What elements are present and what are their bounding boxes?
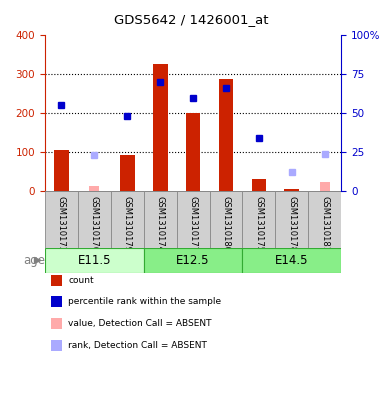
Text: GDS5642 / 1426001_at: GDS5642 / 1426001_at [114,13,268,26]
Bar [111,191,144,248]
Bar [308,191,341,248]
Bar [177,191,209,248]
Text: value, Detection Call = ABSENT: value, Detection Call = ABSENT [68,319,212,328]
Bar [275,191,308,248]
Bar [218,79,233,191]
Bar [209,191,243,248]
Text: GSM1310176: GSM1310176 [90,196,99,252]
Text: count: count [68,276,94,285]
Bar [78,191,111,248]
Bar [45,191,78,248]
Bar [319,182,330,191]
Bar [45,248,144,273]
Text: age: age [23,254,45,267]
Text: rank, Detection Call = ABSENT: rank, Detection Call = ABSENT [68,341,207,349]
Bar [144,191,177,248]
Text: GSM1310180: GSM1310180 [222,196,230,252]
Text: GSM1310177: GSM1310177 [188,196,198,252]
Text: E11.5: E11.5 [78,254,111,267]
Bar [120,155,135,191]
Bar [89,186,99,191]
Bar [186,113,200,191]
Text: GSM1310178: GSM1310178 [287,196,296,252]
Bar [252,178,266,191]
Bar [284,189,299,191]
Text: E12.5: E12.5 [176,254,210,267]
Bar [144,248,243,273]
Bar [243,191,275,248]
Text: GSM1310181: GSM1310181 [320,196,329,252]
Bar [54,150,69,191]
Text: GSM1310175: GSM1310175 [254,196,263,252]
Text: E14.5: E14.5 [275,254,308,267]
Bar [153,64,168,191]
Text: GSM1310179: GSM1310179 [123,196,132,252]
Bar [243,248,341,273]
Text: GSM1310174: GSM1310174 [156,196,165,252]
Text: GSM1310173: GSM1310173 [57,196,66,252]
Text: percentile rank within the sample: percentile rank within the sample [68,298,222,306]
